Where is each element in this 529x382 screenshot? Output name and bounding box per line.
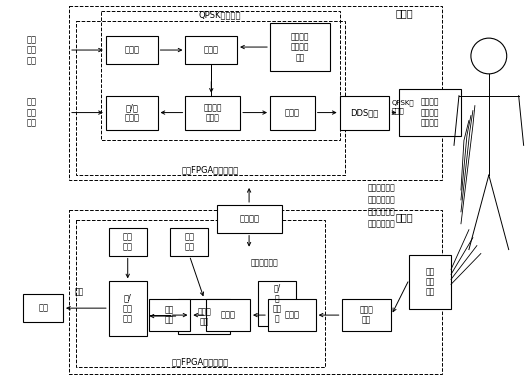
Bar [76,220,325,367]
Text: 第四贴片电极: 第四贴片电极 [368,219,395,228]
Text: 第一贴片电极: 第一贴片电极 [368,183,395,193]
Bar [101,11,340,140]
Text: 接收机: 接收机 [396,212,413,222]
Text: 并/
串变
换器: 并/ 串变 换器 [123,294,133,324]
Text: 差分相位
编码器: 差分相位 编码器 [204,104,222,123]
Text: 屏幕: 屏幕 [38,304,48,312]
Text: 第三贴片电极: 第三贴片电极 [368,207,395,216]
Bar [409,254,451,309]
Bar [106,96,158,130]
Text: 发射机: 发射机 [396,8,413,18]
Bar [206,299,250,331]
Text: 单端电压
转换差分
电流模块: 单端电压 转换差分 电流模块 [421,98,440,128]
Text: 串/
并
变换
器: 串/ 并 变换 器 [272,283,281,324]
Text: 信号: 信号 [75,288,84,297]
Text: 外接
时钟
信号: 外接 时钟 信号 [26,35,37,65]
Text: 基于FPGA的调制模块: 基于FPGA的调制模块 [181,166,239,175]
Text: 信号
接收
模块: 信号 接收 模块 [425,267,435,297]
Bar [340,96,389,130]
Bar [399,89,461,136]
Bar [109,281,147,336]
Text: 同步
信号: 同步 信号 [185,232,194,251]
Text: 驱动器: 驱动器 [285,108,300,118]
Text: 模拟乘
法器: 模拟乘 法器 [360,305,373,325]
Bar [186,36,237,64]
Text: 内部时钟
信号产生
模块: 内部时钟 信号产生 模块 [290,32,309,62]
Text: 同步
信号: 同步 信号 [123,232,133,251]
Bar [342,299,391,331]
Text: 分频器: 分频器 [124,45,139,55]
Text: 滤波
信号: 滤波 信号 [165,305,174,325]
Text: 锁相环: 锁相环 [221,311,236,320]
Text: 电源模块: 电源模块 [240,214,260,223]
Bar [270,96,315,130]
Bar [109,228,147,256]
Bar [270,23,330,71]
Bar [268,299,316,331]
Text: QPSK调制模块: QPSK调制模块 [199,11,241,20]
Bar [217,205,282,233]
Bar [258,281,296,326]
Text: 基于FPGA的解调模块: 基于FPGA的解调模块 [172,357,229,366]
Text: 移相器: 移相器 [285,311,299,320]
Text: 抽样判
决器: 抽样判 决器 [197,307,211,326]
Text: 调制数字信号: 调制数字信号 [251,258,279,267]
Text: QPSK调
制信号: QPSK调 制信号 [391,99,414,114]
Bar [23,294,63,322]
Bar [106,36,158,64]
Text: 第二贴片电极: 第二贴片电极 [368,196,395,204]
Text: 人体
医疗
信号: 人体 医疗 信号 [26,98,37,128]
Text: DDS模块: DDS模块 [350,108,379,118]
Bar [186,96,240,130]
Bar [170,228,208,256]
Bar [76,21,344,175]
Bar [178,299,230,334]
Bar [69,6,442,180]
Text: 选择器: 选择器 [204,45,219,55]
Bar [69,210,442,374]
Bar [149,299,190,331]
Text: 串/并
变换器: 串/并 变换器 [124,104,139,123]
